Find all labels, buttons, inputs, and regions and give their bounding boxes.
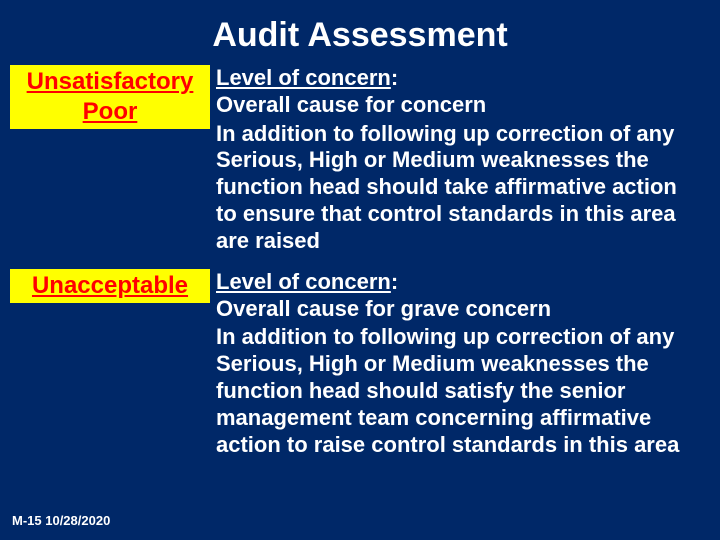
colon: :: [391, 269, 398, 294]
rating-label-line2: Poor: [83, 98, 138, 125]
level-of-concern-label: Level of concern: [216, 65, 391, 90]
rating-row: Unsatisfactory Poor Level of concern: Ov…: [10, 65, 700, 257]
rating-description: Level of concern: Overall cause for grav…: [216, 269, 700, 461]
rating-label-line1: Unsatisfactory: [27, 68, 194, 95]
level-of-concern-summary: Overall cause for grave concern: [216, 296, 551, 321]
rating-row: Unacceptable Level of concern: Overall c…: [10, 269, 700, 461]
content-area: Unsatisfactory Poor Level of concern: Ov…: [0, 65, 720, 461]
rating-label: Unacceptable: [10, 269, 210, 303]
rating-body: In addition to following up correction o…: [216, 121, 700, 255]
rating-description: Level of concern: Overall cause for conc…: [216, 65, 700, 257]
level-of-concern-label: Level of concern: [216, 269, 391, 294]
slide-footer: M-15 10/28/2020: [12, 513, 110, 528]
colon: :: [391, 65, 398, 90]
level-of-concern-summary: Overall cause for concern: [216, 92, 486, 117]
rating-body: In addition to following up correction o…: [216, 324, 700, 458]
rating-label: Unsatisfactory Poor: [10, 65, 210, 129]
slide-title: Audit Assessment: [0, 0, 720, 65]
rating-label-line1: Unacceptable: [32, 272, 188, 299]
